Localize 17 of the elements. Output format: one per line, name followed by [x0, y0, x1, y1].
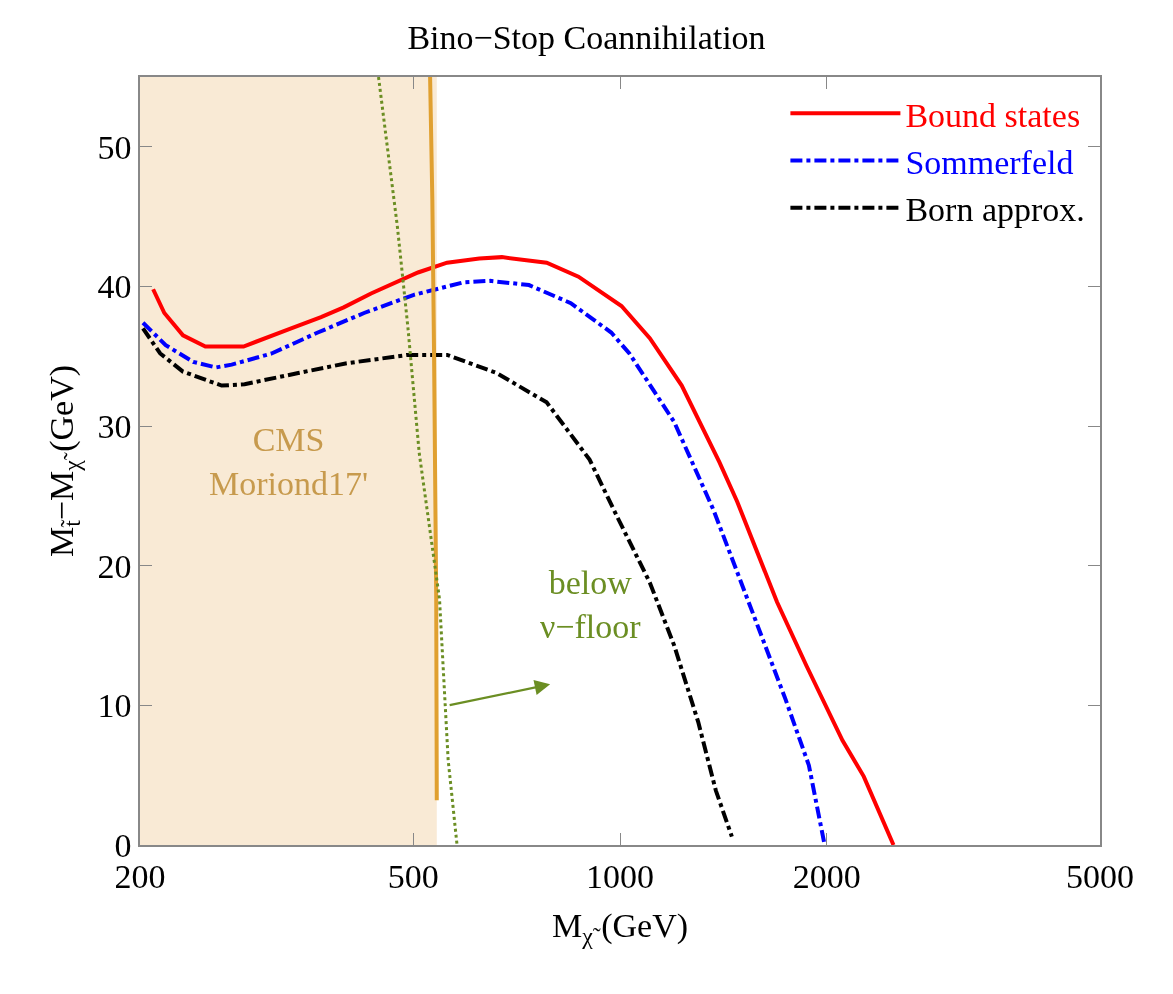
y-tick-label: 50: [97, 128, 132, 166]
legend-label: Born approx.: [905, 190, 1085, 228]
band-label: CMS Moriond17': [209, 421, 369, 503]
x-tick-label: 2000: [792, 857, 861, 895]
y-tick-label: 30: [97, 407, 132, 445]
y-tick-label: 10: [97, 687, 132, 725]
legend-label: Sommerfeld: [905, 143, 1074, 181]
annotation: below ν−floor: [540, 564, 642, 646]
x-tick-label: 5000: [1066, 857, 1134, 895]
chart-title: Bino−Stop Coannihilation: [407, 18, 766, 56]
line-series: [428, 77, 439, 803]
x-axis-title: M$_{χ̃}$ (GeV): [551, 907, 689, 950]
x-tick-label: 1000: [586, 857, 654, 895]
y-tick-label: 40: [97, 268, 132, 306]
x-tick-label: 500: [387, 857, 439, 895]
y-tick-label: 20: [97, 547, 132, 585]
legend-label: Bound states: [905, 96, 1081, 134]
